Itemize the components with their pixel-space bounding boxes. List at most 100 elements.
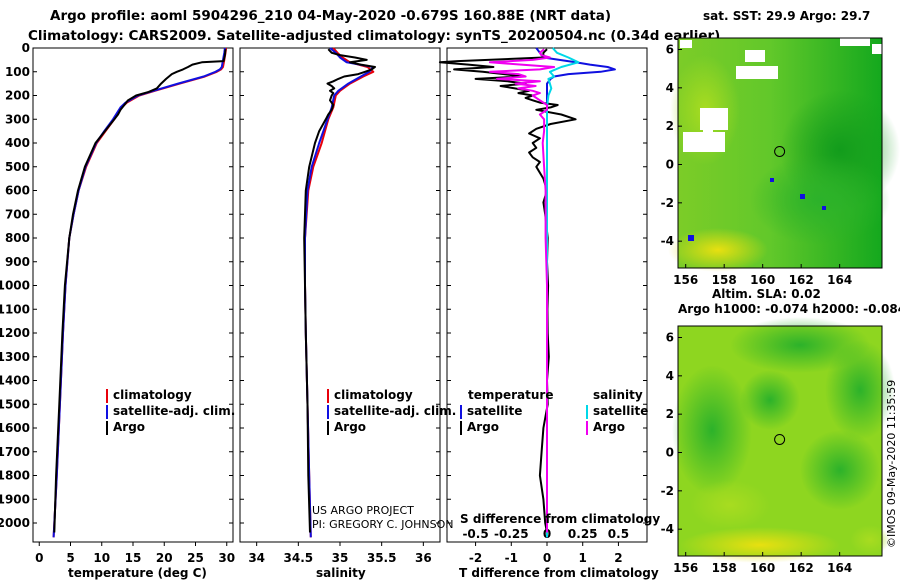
depth-tick-label: 200 [5, 89, 30, 103]
depth-tick-label: 100 [5, 65, 30, 79]
depth-tick-label: 1700 [0, 445, 30, 459]
difference-profile-plot: -2 -1 0 1 2-0.5 -0.25 0 0.25 0.5 [438, 47, 647, 565]
depth-tick-label: 1000 [0, 279, 30, 293]
difference-legend: temperature satellite Argo salinity sate… [460, 388, 648, 435]
sla-map-image [672, 317, 895, 563]
depth-tick-label: 900 [5, 255, 30, 269]
x-tick-label: 0 [35, 551, 43, 565]
sst-map-title: sat. SST: 29.9 Argo: 29.7 [703, 9, 870, 23]
s-tick-label: 0.25 [568, 527, 598, 541]
depth-tick-label: 1500 [0, 397, 30, 411]
x-tick-label: 1 [579, 551, 587, 565]
map-lon-label: 160 [750, 273, 775, 287]
depth-tick-label: 1200 [0, 326, 30, 340]
sst-map-axes: 156 158 160 162 164 -4 -2 0 2 4 6 [661, 43, 853, 288]
s-tick-label: -0.25 [494, 527, 529, 541]
depth-tick-label: 500 [5, 160, 30, 174]
map-lat-label: 6 [666, 43, 674, 57]
map-lon-label: 164 [827, 273, 852, 287]
series-line-s-argo [488, 48, 556, 533]
salinity-profile-plot: 34 34.5 35 35.5 36 [240, 47, 440, 565]
map-lat-label: 2 [666, 119, 674, 133]
map-lon-label: 162 [789, 561, 814, 575]
legend-label-argo: Argo [113, 420, 145, 434]
series-line-t-argo [438, 48, 577, 533]
legend-title-temperature: temperature [468, 388, 553, 402]
salinity-plot-frame [239, 47, 441, 543]
temperature-legend: climatology satellite-adj. clim. Argo [106, 388, 235, 435]
project-credit: US ARGO PROJECT [312, 504, 414, 517]
map-lon-label: 156 [673, 561, 698, 575]
x-tick-label: 25 [187, 551, 204, 565]
series-line-argo [303, 48, 376, 533]
x-tick-label: -1 [505, 551, 518, 565]
salinity-legend: climatology satellite-adj. clim. Argo [327, 388, 456, 435]
x-tick-label: 2 [614, 551, 622, 565]
map-lon-label: 162 [789, 273, 814, 287]
depth-tick-label: 1400 [0, 374, 30, 388]
t-difference-axis-label: T difference from climatology [459, 566, 659, 580]
x-tick-label: 34 [248, 551, 265, 565]
legend-label-satellite-adj: satellite-adj. clim. [334, 404, 456, 418]
map-lat-label: -4 [661, 522, 674, 536]
x-tick-label: 20 [156, 551, 173, 565]
figure-title-line-1: Argo profile: aoml 5904296_210 04-May-20… [50, 8, 611, 24]
series-line-satellite-adj-clim- [52, 47, 226, 538]
depth-tick-label: 800 [5, 231, 30, 245]
map-lat-label: 0 [666, 158, 674, 172]
map-lat-label: -4 [661, 234, 674, 248]
x-tick-label: 35.5 [367, 551, 397, 565]
sst-map-frame [677, 37, 883, 269]
s-tick-label: 0.5 [608, 527, 629, 541]
temperature-profile-plot: 0 5 10 15 20 25 300100200300400500600700800900… [0, 41, 235, 565]
legend-label-t-satellite: satellite [467, 404, 522, 418]
legend-label-climatology: climatology [334, 388, 413, 402]
series-line-climatology [52, 47, 228, 538]
series-line-climatology [304, 47, 375, 538]
figure-title-line-2: Climatology: CARS2009. Satellite-adjuste… [28, 28, 720, 44]
x-tick-label: 30 [218, 551, 235, 565]
legend-label-t-argo: Argo [467, 420, 499, 434]
depth-tick-label: 700 [5, 207, 30, 221]
depth-tick-label: 1900 [0, 492, 30, 506]
depth-tick-label: 2000 [0, 516, 30, 530]
x-tick-label: 34.5 [284, 551, 314, 565]
legend-label-satellite-adj: satellite-adj. clim. [113, 404, 235, 418]
depth-tick-label: 400 [5, 136, 30, 150]
map-lat-label: 6 [666, 331, 674, 345]
legend-title-salinity: salinity [593, 388, 643, 402]
sla-map-title: Altim. SLA: 0.02 [712, 287, 821, 301]
depth-tick-label: 1800 [0, 469, 30, 483]
legend-label-s-satellite: satellite [593, 404, 648, 418]
map-lon-label: 158 [712, 561, 737, 575]
map-lat-label: 2 [666, 407, 674, 421]
temperature-axis-label: temperature (deg C) [68, 566, 207, 580]
map-lon-label: 158 [712, 273, 737, 287]
x-tick-label: 5 [66, 551, 74, 565]
series-line-s-satellite [546, 47, 580, 538]
s-difference-axis-label: S difference from climatology [460, 512, 660, 526]
x-tick-label: 36 [415, 551, 432, 565]
legend-label-climatology: climatology [113, 388, 192, 402]
map-lat-label: 4 [666, 369, 674, 383]
legend-label-argo: Argo [334, 420, 366, 434]
argo-float-position-marker [774, 145, 786, 157]
sla-map-axes: 156 158 160 162 164 -4 -2 0 2 4 6 [661, 331, 853, 576]
pi-credit: PI: GREGORY C. JOHNSON [312, 518, 453, 531]
map-lat-label: -2 [661, 484, 674, 498]
depth-tick-label: 300 [5, 112, 30, 126]
argo-float-position-marker [774, 433, 786, 445]
x-tick-label: 15 [125, 551, 142, 565]
map-lat-label: 4 [666, 81, 674, 95]
series-line-argo [53, 49, 227, 533]
salinity-axis-label: salinity [316, 566, 366, 580]
series-line-satellite-adj-clim- [304, 47, 375, 538]
sst-map-image [668, 38, 900, 272]
map-lon-label: 160 [750, 561, 775, 575]
legend-label-s-argo: Argo [593, 420, 625, 434]
s-tick-label: -0.5 [462, 527, 488, 541]
depth-tick-label: 600 [5, 184, 30, 198]
map-lon-label: 164 [827, 561, 852, 575]
sla-map-subtitle: Argo h1000: -0.074 h2000: -0.084 [678, 302, 900, 316]
